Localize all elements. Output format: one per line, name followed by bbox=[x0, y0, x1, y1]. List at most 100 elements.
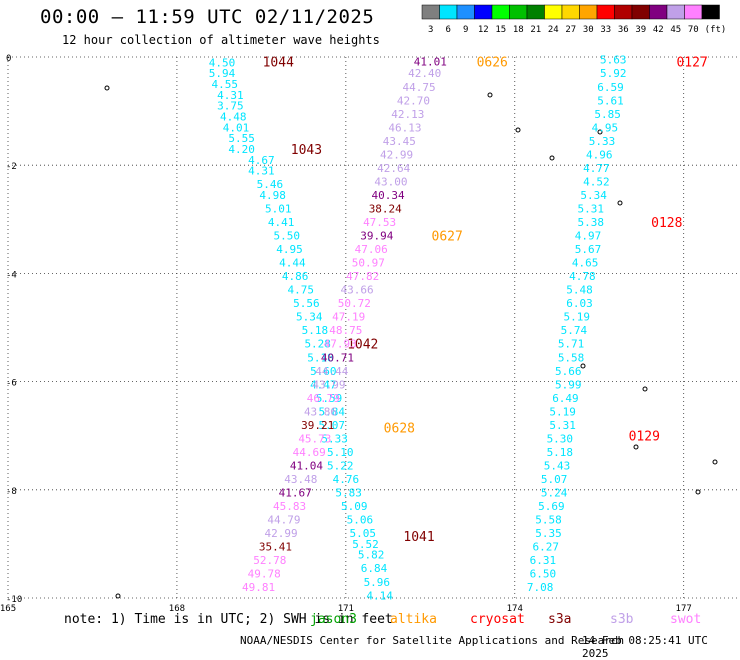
data-label: 5.55 bbox=[228, 132, 255, 145]
island-shape bbox=[712, 459, 718, 465]
data-label: 5.92 bbox=[600, 67, 627, 80]
data-label: 6.50 bbox=[530, 568, 557, 581]
data-label: 42.40 bbox=[408, 67, 441, 80]
data-label: 4.20 bbox=[228, 143, 255, 156]
data-label: 41.67 bbox=[279, 487, 312, 500]
data-label: 42.99 bbox=[265, 527, 298, 540]
data-label: 5.30 bbox=[547, 432, 574, 445]
data-label: 47.19 bbox=[332, 311, 365, 324]
colorbar-swatch bbox=[526, 4, 545, 20]
data-label: 5.48 bbox=[566, 284, 593, 297]
data-label: 43.00 bbox=[374, 175, 407, 188]
data-label: 41.04 bbox=[290, 459, 323, 472]
satellite-legend-item: swot bbox=[670, 612, 702, 627]
colorbar-swatch bbox=[649, 4, 668, 20]
track-label: 0128 bbox=[651, 216, 682, 231]
credit-text: NOAA/NESDIS Center for Satellite Applica… bbox=[240, 634, 625, 647]
island-shape bbox=[580, 363, 586, 369]
data-label: 43.99 bbox=[312, 378, 345, 391]
track-label: 0627 bbox=[432, 230, 463, 245]
data-label: 49.78 bbox=[248, 568, 281, 581]
colorbar-label: 33 bbox=[600, 25, 611, 35]
track-label: 0129 bbox=[629, 430, 660, 445]
data-label: 46.13 bbox=[388, 121, 421, 134]
data-label: 5.96 bbox=[364, 576, 391, 589]
data-label: 5.99 bbox=[555, 378, 582, 391]
data-label: 4.41 bbox=[268, 216, 295, 229]
data-label: 4.67 bbox=[248, 154, 275, 167]
data-label: 39.21 bbox=[301, 419, 334, 432]
colorbar-label: 36 bbox=[618, 25, 629, 35]
data-label: 42.99 bbox=[380, 148, 413, 161]
data-label: 5.83 bbox=[335, 487, 362, 500]
data-label: 5.06 bbox=[347, 514, 374, 527]
colorbar-swatch bbox=[701, 4, 720, 20]
colorbar-label: 70 bbox=[688, 25, 699, 35]
data-label: 5.71 bbox=[558, 338, 585, 351]
data-label: 5.60 bbox=[310, 365, 337, 378]
data-label: 43.86 bbox=[304, 405, 337, 418]
data-label: 38.24 bbox=[369, 202, 402, 215]
data-label: 4.31 bbox=[248, 165, 275, 178]
data-label: 6.49 bbox=[552, 392, 579, 405]
y-tick-label: 0 bbox=[6, 54, 11, 64]
data-label: 5.58 bbox=[535, 514, 562, 527]
data-label: 5.56 bbox=[293, 297, 320, 310]
track-label: 0626 bbox=[477, 55, 508, 70]
data-label: 5.33 bbox=[589, 135, 616, 148]
colorbar-swatch bbox=[614, 4, 633, 20]
data-label: 5.69 bbox=[538, 500, 565, 513]
data-label: 5.63 bbox=[600, 54, 627, 67]
x-tick-label: 168 bbox=[169, 604, 185, 614]
data-label: 5.67 bbox=[575, 243, 602, 256]
island-shape bbox=[487, 92, 493, 98]
colorbar-swatch bbox=[421, 4, 440, 20]
x-tick-label: 171 bbox=[338, 604, 354, 614]
data-label: 5.35 bbox=[535, 527, 562, 540]
data-label: 4.01 bbox=[223, 121, 250, 134]
colorbar-label: 42 bbox=[653, 25, 664, 35]
data-label: 3.75 bbox=[217, 100, 244, 113]
data-label: 5.01 bbox=[265, 202, 292, 215]
data-label: 4.47 bbox=[310, 378, 337, 391]
colorbar-swatch bbox=[439, 4, 458, 20]
colorbar-swatch bbox=[544, 4, 563, 20]
colorbar-swatch bbox=[474, 4, 493, 20]
data-label: 44.69 bbox=[293, 446, 326, 459]
satellite-legend-item: jason3 bbox=[310, 612, 357, 627]
data-label: 5.33 bbox=[321, 432, 348, 445]
island-shape bbox=[597, 129, 603, 135]
colorbar-swatch bbox=[684, 4, 703, 20]
colorbar-label: 21 bbox=[530, 25, 541, 35]
data-label: 4.95 bbox=[592, 121, 619, 134]
data-label: 5.59 bbox=[316, 392, 343, 405]
data-label: 4.86 bbox=[282, 270, 309, 283]
colorbar-swatch bbox=[509, 4, 528, 20]
data-label: 5.19 bbox=[549, 405, 576, 418]
data-label: 47.82 bbox=[346, 270, 379, 283]
data-label: 4.98 bbox=[259, 189, 286, 202]
colorbar-label: 24 bbox=[548, 25, 559, 35]
colorbar-label: 18 bbox=[513, 25, 524, 35]
island-shape bbox=[115, 593, 121, 599]
data-label: 6.27 bbox=[532, 541, 559, 554]
data-label: 35.41 bbox=[259, 541, 292, 554]
y-tick-label: -4 bbox=[6, 270, 17, 280]
data-label: 5.07 bbox=[319, 419, 346, 432]
data-label: 5.28 bbox=[304, 338, 331, 351]
data-label: 44.75 bbox=[402, 81, 435, 94]
data-label: 45.83 bbox=[273, 500, 306, 513]
data-label: 52.78 bbox=[253, 554, 286, 567]
colorbar-label: 12 bbox=[478, 25, 489, 35]
track-label: 1043 bbox=[291, 143, 322, 158]
data-label: 5.61 bbox=[597, 94, 624, 107]
page-subtitle: 12 hour collection of altimeter wave hei… bbox=[62, 33, 380, 47]
data-label: 47.53 bbox=[363, 216, 396, 229]
data-label: 4.50 bbox=[209, 56, 236, 69]
data-label: 43.45 bbox=[383, 135, 416, 148]
y-tick-label: -8 bbox=[6, 487, 17, 497]
data-label: 5.22 bbox=[327, 459, 354, 472]
data-label: 5.50 bbox=[273, 230, 300, 243]
